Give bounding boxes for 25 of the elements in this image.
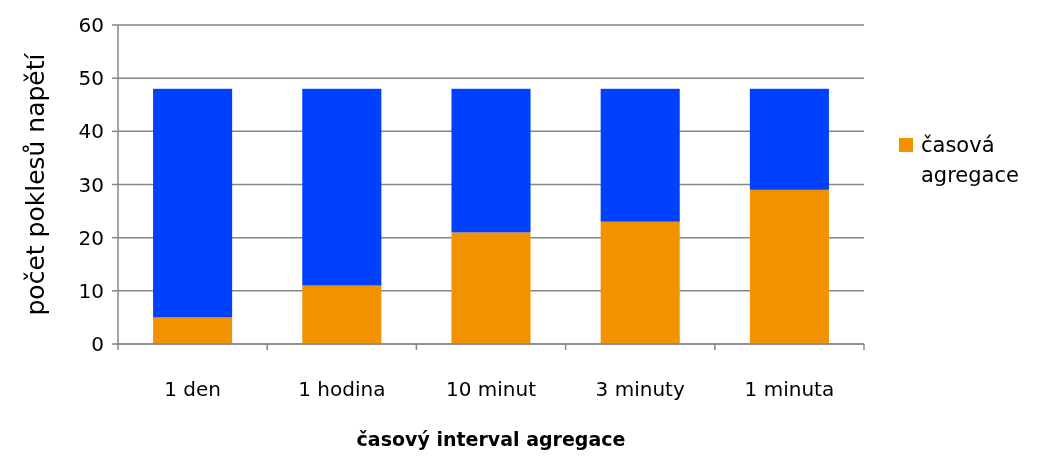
bar <box>451 88 531 233</box>
bar <box>600 221 680 344</box>
y-tick-label: 50 <box>78 66 104 91</box>
x-tick-label: 1 minuta <box>744 377 835 401</box>
y-tick-label: 60 <box>78 13 104 37</box>
y-tick-label: 0 <box>91 332 104 356</box>
x-tick-label: 1 hodina <box>298 377 386 401</box>
legend-label: časová agregace <box>921 133 1019 187</box>
x-tick-label: 1 den <box>164 377 221 401</box>
bar <box>153 317 233 344</box>
bar <box>451 232 531 344</box>
x-axis-title: časový interval agregace <box>356 428 626 450</box>
bar <box>153 88 233 318</box>
y-tick-label: 40 <box>78 119 104 144</box>
y-axis-title: počet poklesů napětí <box>21 52 50 316</box>
y-tick-label: 20 <box>78 225 104 250</box>
bar <box>749 189 829 344</box>
bar <box>302 88 382 286</box>
y-tick-label: 10 <box>78 278 104 303</box>
y-tick-label: 30 <box>78 172 104 197</box>
bar <box>302 285 382 344</box>
bar <box>749 88 829 190</box>
x-tick-label: 3 minuty <box>595 377 685 401</box>
x-tick-label: 10 minut <box>445 377 537 401</box>
bar <box>600 88 680 222</box>
